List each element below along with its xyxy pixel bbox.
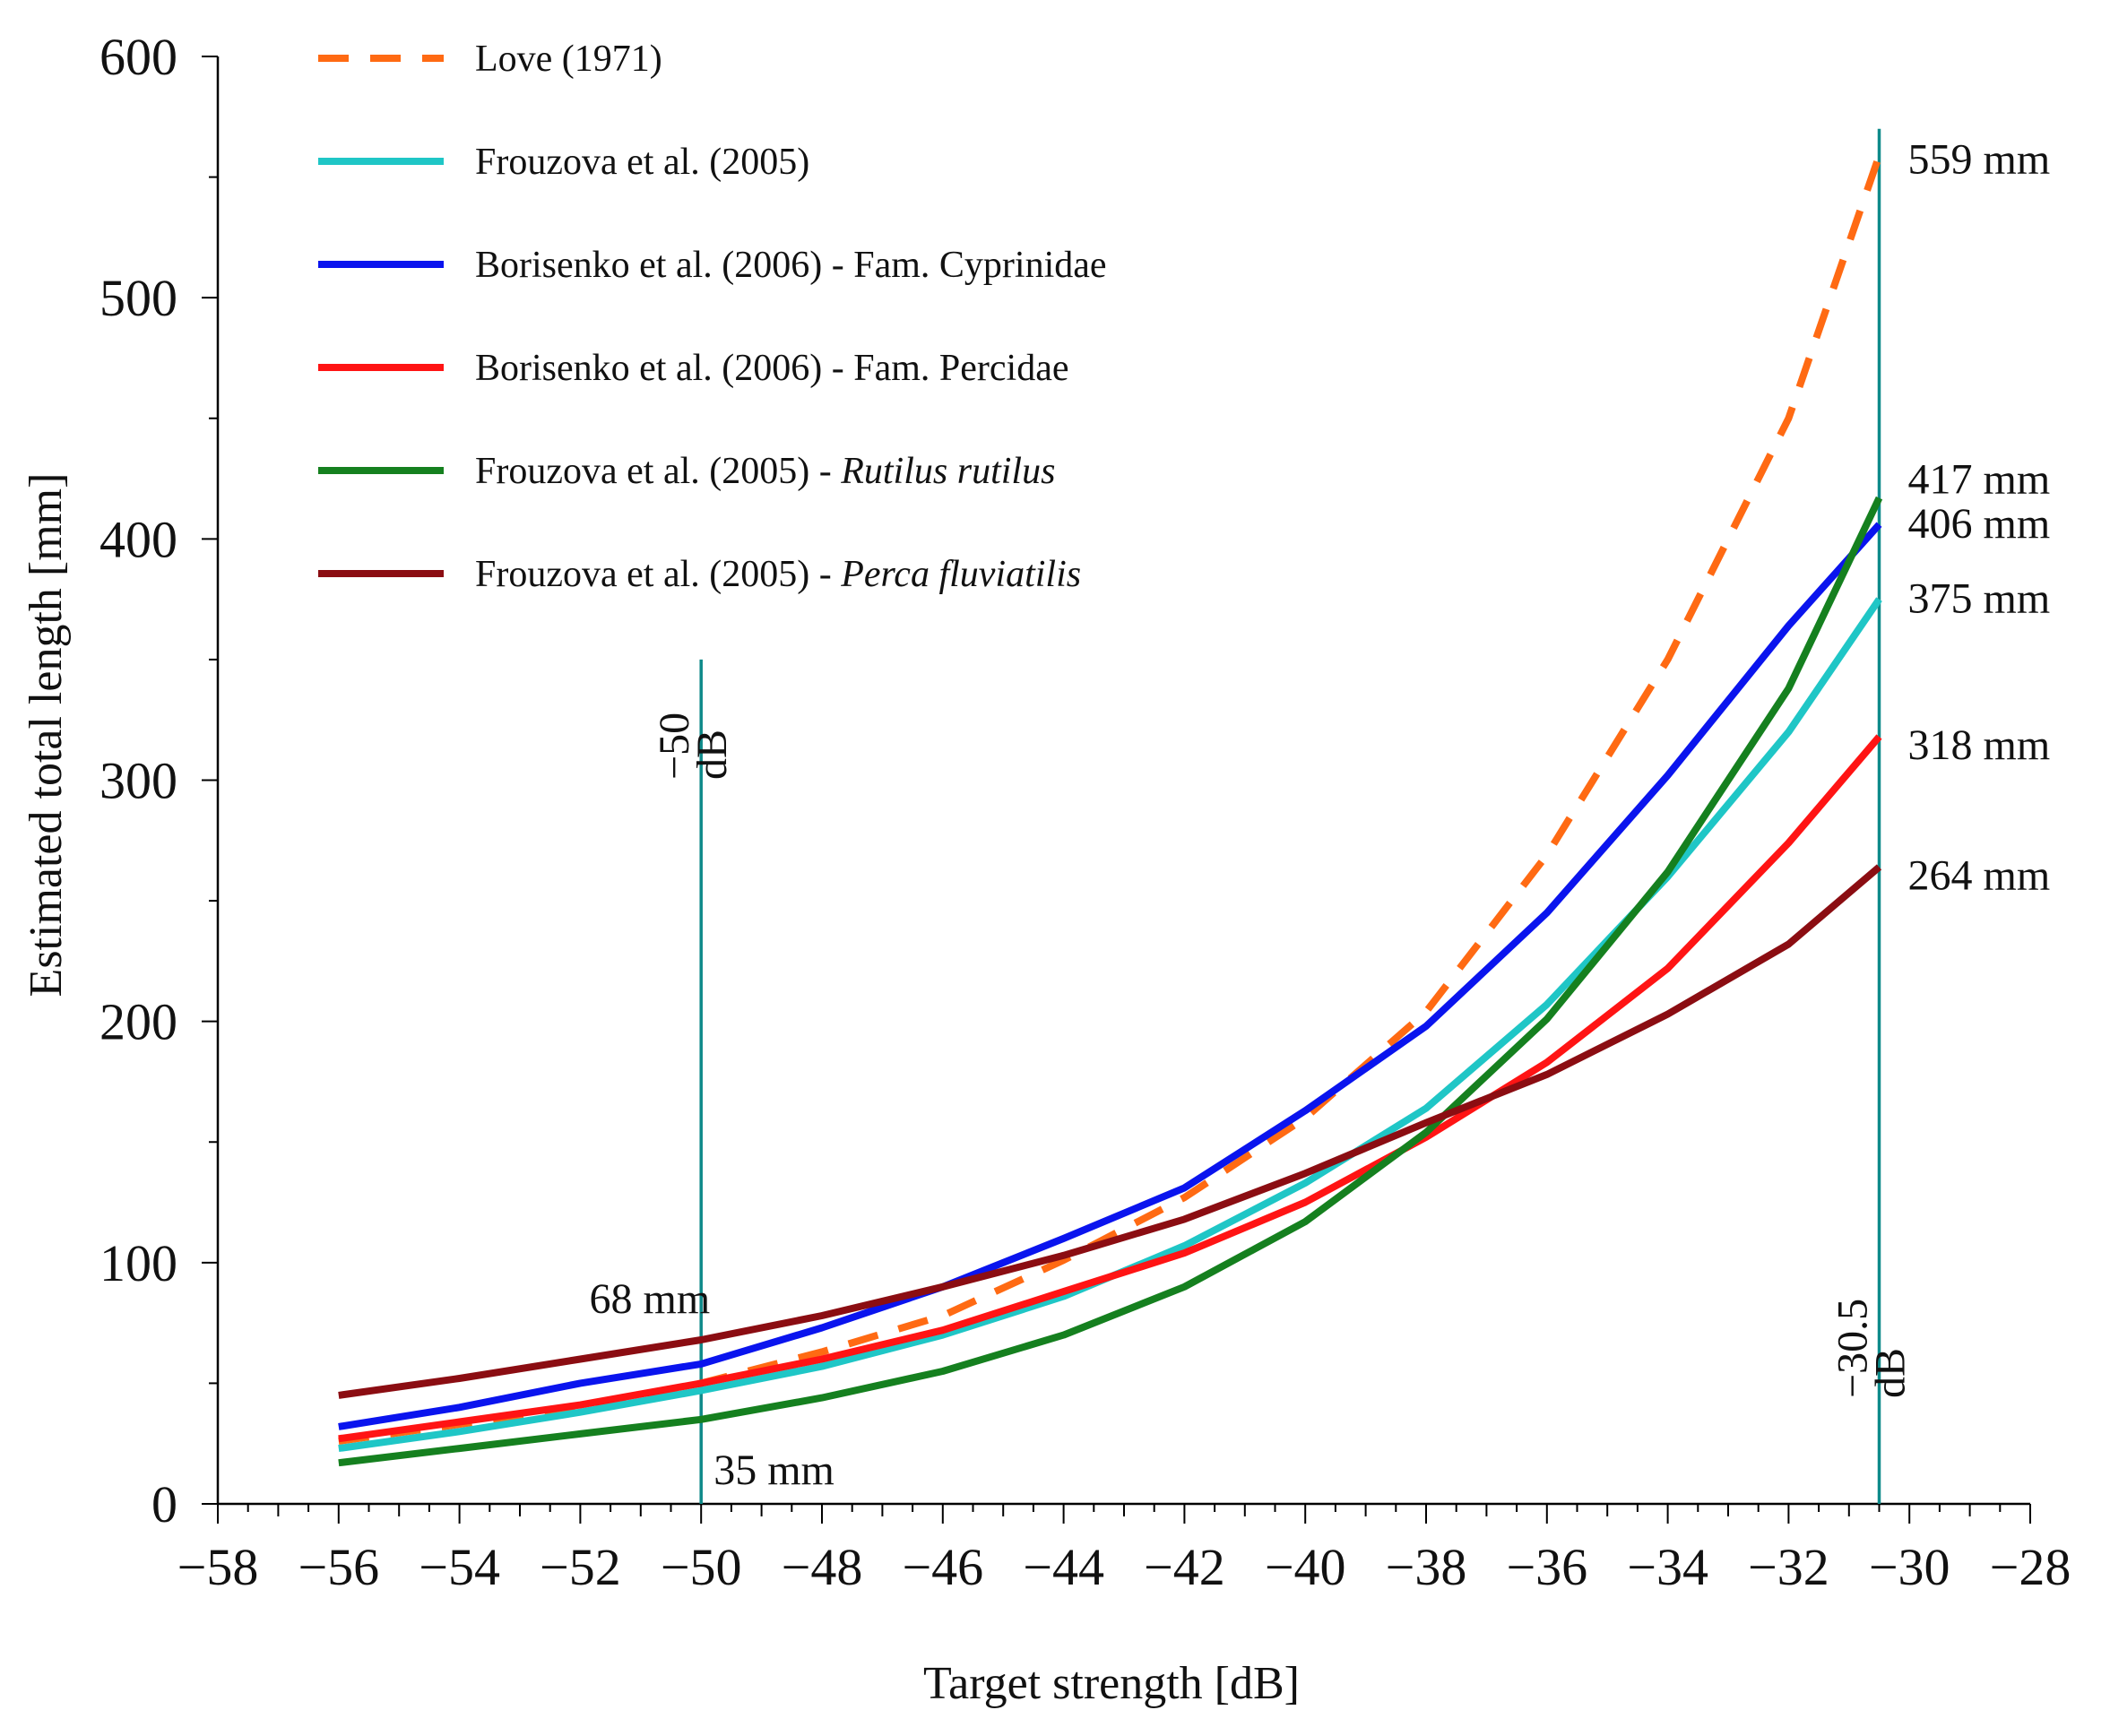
x-tick-label: −46 — [902, 1538, 983, 1596]
legend-label-italic: Rutilus rutilus — [840, 451, 1055, 492]
data-label: 318 mm — [1908, 721, 2051, 769]
reference-line-unit: dB — [1867, 1348, 1915, 1398]
data-label: 375 mm — [1908, 575, 2051, 623]
y-axis-title: Estimated total length [mm] — [21, 473, 72, 998]
data-label: 68 mm — [590, 1275, 711, 1323]
x-tick-label: −28 — [1990, 1538, 2071, 1596]
data-label: 264 mm — [1908, 851, 2051, 899]
legend-label-main: Frouzova et al. (2005) - — [475, 451, 841, 492]
x-tick-label: −42 — [1144, 1538, 1225, 1596]
legend-label: Frouzova et al. (2005) — [475, 142, 809, 183]
data-label: 406 mm — [1908, 500, 2051, 548]
y-tick-label: 0 — [151, 1475, 177, 1533]
series-line-borisenko-et-al-2006-fam-cyprinidae — [338, 522, 1882, 1430]
series-line-borisenko-et-al-2006-fam-percidae — [338, 734, 1882, 1443]
reference-line-unit: dB — [688, 730, 736, 780]
x-tick-label: −48 — [782, 1538, 863, 1596]
x-tick-label: −52 — [540, 1538, 621, 1596]
x-tick-label: −38 — [1386, 1538, 1467, 1596]
y-tick-label: 200 — [99, 993, 177, 1051]
x-tick-label: −40 — [1265, 1538, 1346, 1596]
legend-label: Love (1971) — [475, 39, 662, 80]
data-label: 559 mm — [1908, 135, 2051, 183]
legend-label-main: Love (1971) — [475, 39, 662, 80]
x-axis-title: Target strength [dB] — [923, 1658, 1300, 1709]
x-tick-label: −36 — [1506, 1538, 1587, 1596]
y-tick-label: 600 — [99, 28, 177, 86]
data-label: 35 mm — [713, 1447, 834, 1494]
legend-label-italic: Perca fluviatilis — [840, 554, 1081, 595]
x-tick-label: −50 — [661, 1538, 742, 1596]
axes-frame — [202, 56, 2031, 1524]
legend-label-main: Borisenko et al. (2006) - Fam. Percidae — [475, 348, 1068, 389]
x-tick-label: −32 — [1748, 1538, 1829, 1596]
y-tick-label: 500 — [99, 269, 177, 327]
x-tick-label: −44 — [1023, 1538, 1104, 1596]
series-line-frouzova-et-al-2005-rutilus-rutilus — [338, 496, 1883, 1467]
legend-label: Frouzova et al. (2005) - Perca fluviatil… — [475, 554, 1081, 595]
legend-label-main: Frouzova et al. (2005) — [475, 142, 809, 183]
legend-label: Frouzova et al. (2005) - Rutilus rutilus — [475, 451, 1055, 492]
x-tick-label: −54 — [419, 1538, 500, 1596]
y-tick-label: 300 — [99, 752, 177, 810]
x-tick-label: −30 — [1869, 1538, 1950, 1596]
x-tick-label: −56 — [298, 1538, 379, 1596]
series-line-frouzova-et-al-2005-perca-fluviatilis — [338, 864, 1882, 1399]
reference-line-value: −50 — [651, 713, 698, 780]
legend-label-main: Borisenko et al. (2006) - Fam. Cyprinida… — [475, 245, 1107, 286]
reference-line-value: −30.5 — [1829, 1299, 1877, 1398]
tick-labels: −58 −56 −54 −52 −50 −48 −46 −44 −42 −40 −38 −36 −34−… — [99, 28, 2071, 1596]
y-tick-label: 100 — [99, 1234, 177, 1292]
legend-label-main: Frouzova et al. (2005) - — [475, 554, 841, 595]
y-tick-label: 400 — [99, 510, 177, 568]
legend-label: Borisenko et al. (2006) - Fam. Percidae — [475, 348, 1068, 389]
legend: Love (1971) Frouzova et al. (2005) Borisen… — [318, 39, 1107, 595]
reference-line-label: −30.5dB — [1829, 1299, 1915, 1398]
x-tick-label: −34 — [1627, 1538, 1708, 1596]
data-label: 417 mm — [1908, 456, 2051, 504]
series-lines — [338, 154, 1883, 1467]
legend-label: Borisenko et al. (2006) - Fam. Cyprinida… — [475, 245, 1107, 286]
x-tick-label: −58 — [177, 1538, 259, 1596]
